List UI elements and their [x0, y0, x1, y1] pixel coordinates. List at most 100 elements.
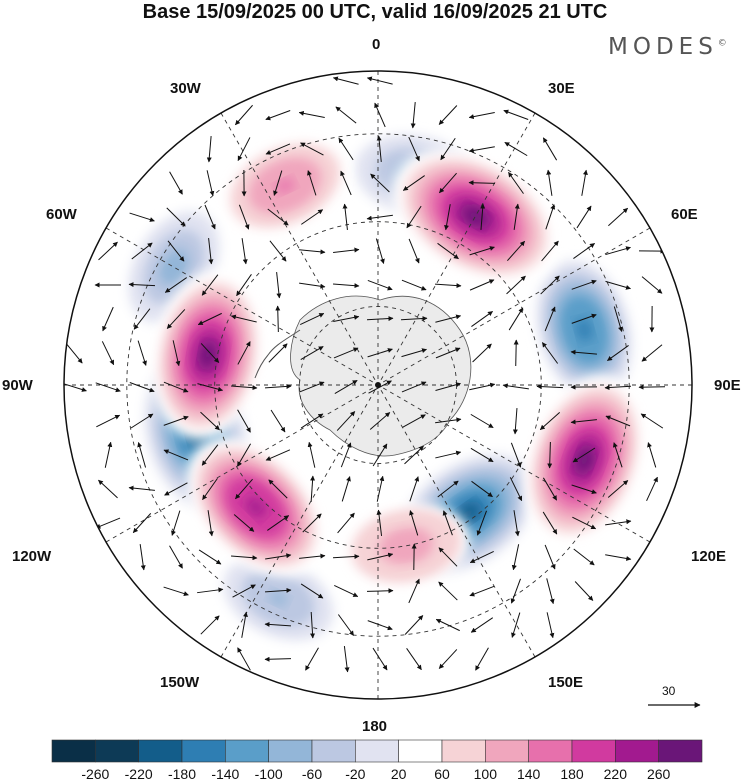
wind-arrow [468, 112, 495, 120]
wind-arrow [300, 346, 324, 360]
wind-arrow [605, 415, 631, 427]
wind-arrow [402, 175, 425, 191]
wind-arrow [570, 419, 597, 425]
wind-arrow [237, 409, 251, 433]
wind-arrow [166, 207, 186, 227]
wind-arrow [438, 547, 458, 567]
wind-arrow [198, 549, 222, 565]
wind-arrow [102, 306, 114, 332]
wind-arrow [237, 341, 251, 365]
colorbar-tick-label: -220 [124, 766, 153, 782]
wind-arrow [408, 238, 420, 264]
wind-arrow [366, 214, 393, 221]
wind-arrow [469, 279, 495, 291]
map-border [63, 70, 693, 700]
wind-arrow [409, 510, 419, 536]
wind-arrow [511, 612, 521, 638]
wind-arrow [128, 485, 155, 491]
wind-arrow [476, 510, 487, 536]
colorbar-tick-label: -60 [301, 766, 323, 782]
wind-arrow [367, 348, 393, 358]
colorbar-tick-label: -20 [345, 766, 366, 782]
wind-arrow [539, 411, 561, 431]
wind-arrow [169, 545, 183, 569]
latitude-circle [126, 133, 630, 637]
colorbar-swatch [398, 739, 443, 763]
wind-arrow [307, 170, 317, 196]
wind-arrow [338, 137, 354, 161]
colorbar-swatch [571, 739, 616, 763]
wind-arrow [607, 345, 629, 361]
wind-arrow [640, 413, 664, 429]
pole-marker [375, 382, 381, 388]
wind-arrow [207, 510, 214, 537]
wind-arrow [129, 382, 155, 393]
wind-arrow [435, 450, 462, 459]
wind-arrow [607, 480, 629, 498]
wind-arrow [573, 548, 595, 566]
wind-arrow [540, 275, 560, 295]
wind-arrow [434, 283, 462, 289]
colorbar-tick-label: -100 [254, 766, 283, 782]
wind-arrow [547, 441, 553, 469]
wind-arrow [503, 109, 529, 120]
wind-arrow [98, 241, 118, 261]
wind-arrow [98, 479, 118, 499]
wind-arrow [435, 382, 461, 392]
wind-arrow [197, 587, 224, 594]
wind-arrow [366, 76, 393, 85]
wind-arrow [299, 381, 325, 393]
wind-arrow [438, 581, 458, 601]
colorbar-tick-label: 180 [560, 766, 584, 782]
wind-arrow [604, 385, 632, 391]
wind-arrow [133, 308, 151, 330]
map-disc [64, 71, 692, 699]
wind-arrow [546, 578, 555, 605]
wind-arrow [470, 617, 494, 633]
wind-arrow [404, 445, 424, 465]
wind-arrow [367, 552, 394, 561]
colorbar-tick-label: -180 [167, 766, 197, 782]
wind-arrow [201, 444, 219, 466]
wind-arrow [401, 381, 427, 393]
wind-arrow [164, 277, 187, 293]
colorbar-tick-label: 100 [473, 766, 498, 782]
wind-arrow [131, 242, 153, 260]
colorbar-swatch [441, 739, 486, 763]
colorbar-swatch [138, 739, 183, 763]
lon-label-180: 180 [362, 718, 388, 735]
wind-arrow [336, 411, 356, 431]
wind-arrow [542, 511, 558, 535]
wind-arrow [237, 647, 251, 671]
wind-arrow [513, 339, 519, 367]
wind-arrow [404, 615, 424, 635]
wind-arrow [469, 246, 495, 256]
wind-arrow [95, 517, 121, 529]
wind-arrow [276, 272, 282, 299]
wind-arrow [646, 476, 658, 502]
wind-arrow [608, 207, 629, 227]
colorbar-tick-label: 260 [646, 766, 671, 782]
wind-arrow [367, 279, 393, 291]
colorbar-swatch [355, 739, 399, 763]
wind-arrow [375, 238, 385, 264]
wind-arrow [231, 555, 258, 561]
wind-arrow [200, 615, 220, 635]
wind-arrow [470, 447, 494, 463]
wind-arrow [333, 347, 359, 359]
colorbar-tick-label: 140 [516, 766, 541, 782]
lon-label-90w: 90W [2, 377, 33, 394]
wind-arrow [232, 584, 256, 598]
lon-label-60e: 60E [671, 206, 698, 223]
wind-arrow [197, 383, 224, 392]
wind-arrow [95, 382, 121, 393]
high-anomaly-7 [392, 149, 559, 284]
wind-arrow [169, 171, 183, 195]
lon-label-30w: 30W [170, 80, 201, 97]
wind-arrow [197, 312, 222, 326]
wind-arrow [612, 442, 623, 468]
reference-vector-label: 30 [662, 684, 676, 698]
wind-arrow [435, 618, 460, 632]
wind-arrow [369, 412, 391, 430]
wind-arrow [509, 477, 523, 502]
